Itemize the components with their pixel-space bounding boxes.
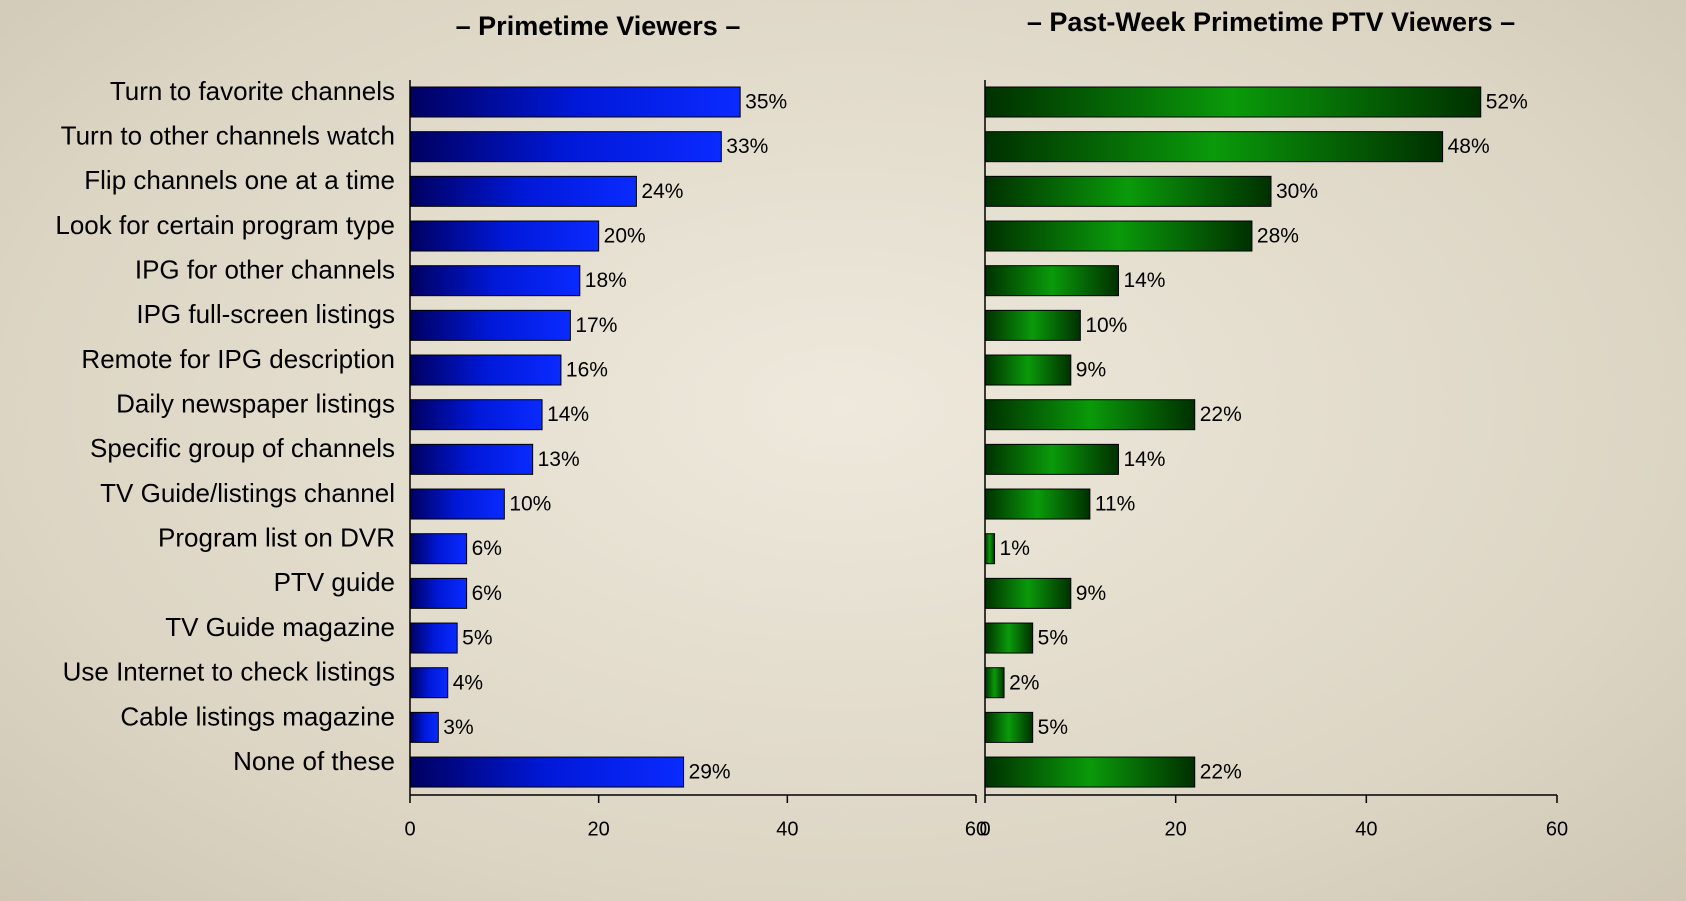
value-label: 22%: [1200, 761, 1242, 784]
category-label: Flip channels one at a time: [84, 165, 395, 195]
value-label: 9%: [1076, 359, 1106, 382]
category-label: Remote for IPG description: [81, 344, 395, 374]
bar: [409, 175, 637, 207]
bar: [409, 443, 534, 475]
bar: [984, 86, 1482, 118]
value-label: 22%: [1200, 403, 1242, 426]
value-label: 5%: [462, 627, 492, 650]
bar: [409, 354, 562, 386]
bar: [409, 220, 600, 252]
value-label: 1%: [1000, 537, 1030, 560]
value-label: 35%: [745, 91, 787, 114]
bar: [409, 86, 741, 118]
category-label: IPG full-screen listings: [136, 299, 395, 329]
bar: [409, 533, 468, 565]
value-label: 3%: [443, 716, 473, 739]
bar: [984, 309, 1081, 341]
value-label: 17%: [575, 314, 617, 337]
bar: [409, 756, 685, 788]
value-label: 29%: [689, 761, 731, 784]
bar: [984, 443, 1119, 475]
chart-title: – Past-Week Primetime PTV Viewers –: [1027, 7, 1515, 37]
x-tick-label: 0: [404, 818, 415, 840]
value-label: 10%: [1085, 314, 1127, 337]
category-label: Turn to favorite channels: [110, 76, 395, 106]
value-label: 14%: [547, 403, 589, 426]
bar: [409, 265, 581, 297]
x-tick-label: 60: [965, 818, 987, 840]
bar: [984, 488, 1091, 520]
bar: [984, 131, 1444, 163]
category-label: IPG for other channels: [135, 255, 395, 285]
value-label: 20%: [604, 225, 646, 248]
value-label: 10%: [509, 493, 551, 516]
bar: [984, 175, 1272, 207]
bar: [984, 577, 1072, 609]
bar: [984, 354, 1072, 386]
x-tick-label: 20: [1165, 818, 1187, 840]
x-tick-label: 0: [979, 818, 990, 840]
value-label: 6%: [472, 582, 502, 605]
bar: [409, 488, 505, 520]
value-label: 48%: [1448, 135, 1490, 158]
chart-title: – Primetime Viewers –: [456, 11, 741, 41]
category-label: PTV guide: [274, 567, 395, 597]
bar: [984, 622, 1034, 654]
value-label: 33%: [726, 135, 768, 158]
category-label: Program list on DVR: [158, 523, 395, 553]
category-label: Specific group of channels: [90, 433, 395, 463]
value-label: 5%: [1038, 627, 1068, 650]
x-tick-label: 40: [776, 818, 798, 840]
category-label: None of these: [233, 746, 395, 776]
bar: [984, 756, 1196, 788]
bar: [409, 711, 439, 743]
bar: [984, 711, 1034, 743]
bar: [409, 399, 543, 431]
value-label: 4%: [453, 671, 483, 694]
value-label: 6%: [472, 537, 502, 560]
bar: [409, 131, 722, 163]
bar: [984, 265, 1119, 297]
bar: [409, 622, 458, 654]
value-label: 14%: [1123, 269, 1165, 292]
category-label: Look for certain program type: [55, 210, 395, 240]
bar: [409, 667, 449, 699]
value-label: 16%: [566, 359, 608, 382]
value-label: 14%: [1123, 448, 1165, 471]
x-tick-label: 60: [1546, 818, 1568, 840]
x-tick-label: 40: [1355, 818, 1377, 840]
value-label: 52%: [1486, 91, 1528, 114]
value-label: 13%: [538, 448, 580, 471]
bar: [984, 667, 1005, 699]
bar: [984, 533, 996, 565]
value-label: 11%: [1095, 493, 1135, 516]
value-label: 30%: [1276, 180, 1318, 203]
category-label: TV Guide/listings channel: [100, 478, 395, 508]
bar: [984, 220, 1253, 252]
category-label: Use Internet to check listings: [63, 657, 395, 687]
value-label: 18%: [585, 269, 627, 292]
value-label: 2%: [1009, 671, 1039, 694]
bar: [984, 399, 1196, 431]
category-label: Turn to other channels watch: [61, 121, 395, 151]
category-label: Daily newspaper listings: [116, 389, 395, 419]
x-tick-label: 20: [588, 818, 610, 840]
bar: [409, 577, 468, 609]
category-label: Cable listings magazine: [120, 701, 395, 731]
value-label: 5%: [1038, 716, 1068, 739]
value-label: 24%: [641, 180, 683, 203]
category-label: TV Guide magazine: [165, 612, 395, 642]
value-label: 9%: [1076, 582, 1106, 605]
value-label: 28%: [1257, 225, 1299, 248]
bar: [409, 309, 571, 341]
